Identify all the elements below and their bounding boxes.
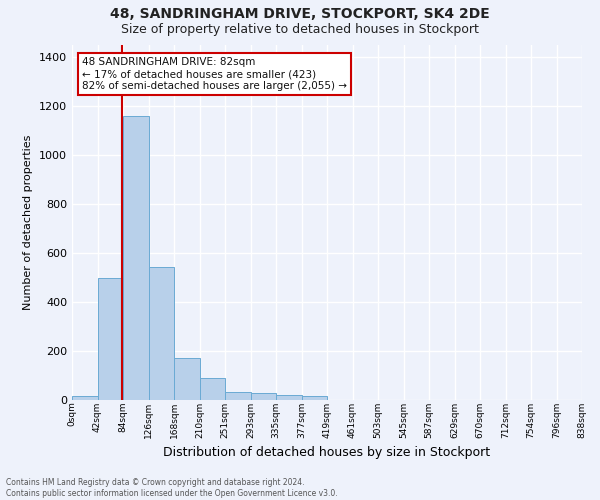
Bar [149, 266, 174, 400]
Text: Size of property relative to detached houses in Stockport: Size of property relative to detached ho… [121, 22, 479, 36]
Text: 48, SANDRINGHAM DRIVE, STOCKPORT, SK4 2DE: 48, SANDRINGHAM DRIVE, STOCKPORT, SK4 2D… [110, 8, 490, 22]
Bar [97, 278, 123, 400]
X-axis label: Distribution of detached houses by size in Stockport: Distribution of detached houses by size … [163, 446, 491, 459]
Bar [251, 394, 276, 400]
Bar [199, 378, 225, 400]
Bar [174, 358, 199, 400]
Text: Contains HM Land Registry data © Crown copyright and database right 2024.
Contai: Contains HM Land Registry data © Crown c… [6, 478, 338, 498]
Bar [72, 396, 97, 400]
Bar [123, 116, 149, 400]
Y-axis label: Number of detached properties: Number of detached properties [23, 135, 34, 310]
Text: 48 SANDRINGHAM DRIVE: 82sqm
← 17% of detached houses are smaller (423)
82% of se: 48 SANDRINGHAM DRIVE: 82sqm ← 17% of det… [82, 58, 347, 90]
Bar [302, 396, 327, 400]
Bar [276, 395, 302, 400]
Bar [225, 392, 251, 400]
